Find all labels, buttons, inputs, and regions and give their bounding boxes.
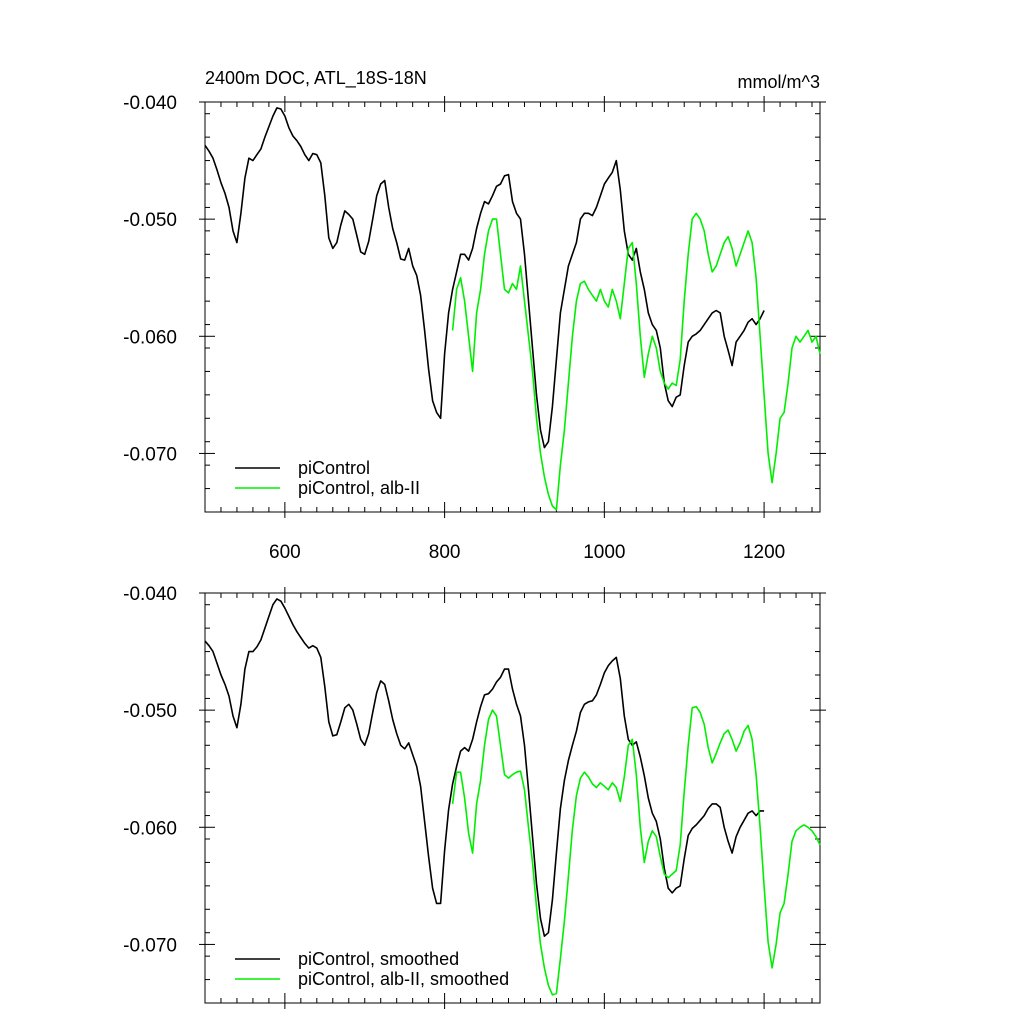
plot-frame (204, 592, 821, 1004)
legend-label: piControl, alb-II, smoothed (298, 969, 509, 989)
x-tick-label: 800 (429, 542, 461, 563)
y-tick-label: -0.050 (123, 701, 177, 722)
series-line-1 (451, 705, 821, 996)
legend-label: piControl, alb-II (298, 478, 420, 498)
units-label: mmol/m^3 (738, 72, 820, 92)
plot-frame (204, 101, 821, 513)
panel-top: 600 800 1000 1200 -0.040 -0.050 -0.060 -0.070 24… (123, 68, 826, 563)
y-tick-label: -0.040 (123, 93, 177, 114)
panel-bottom: -0.040 -0.050 -0.060 -0.070 piControl, smoot… (123, 584, 826, 1009)
legend-label: piControl (298, 458, 370, 478)
legend-label: piControl, smoothed (298, 949, 459, 969)
y-tick-label: -0.050 (123, 210, 177, 231)
series-line-0 (204, 107, 765, 449)
y-tick-label: -0.060 (123, 818, 177, 839)
x-tick-label: 600 (269, 542, 301, 563)
y-tick-label: -0.070 (123, 444, 177, 465)
chart-title: 2400m DOC, ATL_18S-18N (205, 68, 427, 89)
x-tick-label: 1200 (743, 542, 785, 563)
y-tick-label: -0.070 (123, 935, 177, 956)
series-line-1 (451, 212, 821, 511)
series-line-0 (204, 598, 765, 937)
x-tick-label: 1000 (583, 542, 625, 563)
y-tick-label: -0.040 (123, 584, 177, 605)
y-tick-label: -0.060 (123, 327, 177, 348)
